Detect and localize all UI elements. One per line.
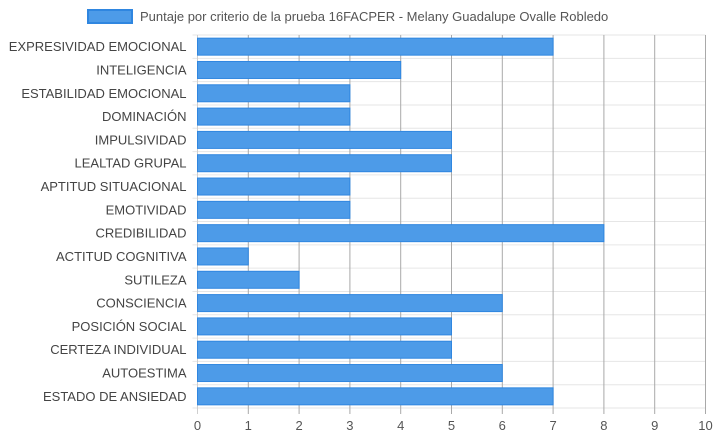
- category-label: CERTEZA INDIVIDUAL: [50, 342, 186, 357]
- bars: [197, 37, 605, 406]
- legend-swatch[interactable]: [87, 9, 133, 24]
- x-tick-label: 6: [499, 418, 506, 433]
- x-tick-label: 8: [600, 418, 607, 433]
- x-tick-label: 2: [295, 418, 302, 433]
- category-label: SUTILEZA: [124, 272, 186, 287]
- x-tick-label: 7: [549, 418, 556, 433]
- category-label: INTELIGENCIA: [96, 62, 187, 77]
- legend[interactable]: Puntaje por criterio de la prueba 16FACP…: [87, 9, 608, 24]
- category-label: ESTADO DE ANSIEDAD: [43, 389, 187, 404]
- category-label: AUTOESTIMA: [102, 366, 187, 381]
- bar[interactable]: [197, 200, 351, 219]
- bar[interactable]: [197, 154, 452, 173]
- category-label: APTITUD SITUACIONAL: [41, 179, 187, 194]
- category-label: DOMINACIÓN: [102, 109, 187, 124]
- x-tick-label: 9: [651, 418, 658, 433]
- category-label: ESTABILIDAD EMOCIONAL: [21, 86, 186, 101]
- x-tick-label: 10: [698, 418, 712, 433]
- x-axis-tick-labels: 0 1 2 3 4 5 6 7 8 9 10: [194, 418, 713, 433]
- bar[interactable]: [197, 247, 249, 266]
- category-label: EXPRESIVIDAD EMOCIONAL: [9, 39, 187, 54]
- x-tick-label: 4: [397, 418, 404, 433]
- x-tick-label: 1: [245, 418, 252, 433]
- x-tick-label: 0: [194, 418, 201, 433]
- category-label: CONSCIENCIA: [96, 296, 187, 311]
- x-tick-label: 3: [346, 418, 353, 433]
- bar[interactable]: [197, 84, 351, 103]
- bar[interactable]: [197, 130, 452, 149]
- bar[interactable]: [197, 387, 554, 406]
- bar[interactable]: [197, 224, 605, 243]
- bar[interactable]: [197, 37, 554, 56]
- category-label: LEALTAD GRUPAL: [75, 156, 187, 171]
- bar[interactable]: [197, 177, 351, 196]
- bar[interactable]: [197, 317, 452, 336]
- bar[interactable]: [197, 364, 503, 383]
- category-label: EMOTIVIDAD: [106, 202, 187, 217]
- x-tick-label: 5: [448, 418, 455, 433]
- category-labels: EXPRESIVIDAD EMOCIONAL INTELIGENCIA ESTABI…: [9, 39, 187, 404]
- bar[interactable]: [197, 340, 452, 359]
- bar[interactable]: [197, 294, 503, 313]
- category-label: CREDIBILIDAD: [95, 226, 186, 241]
- bar[interactable]: [197, 107, 351, 126]
- category-label: IMPULSIVIDAD: [95, 132, 187, 147]
- bar[interactable]: [197, 60, 402, 79]
- category-label: ACTITUD COGNITIVA: [56, 249, 187, 264]
- category-label: POSICIÓN SOCIAL: [72, 319, 187, 334]
- bar[interactable]: [197, 270, 300, 289]
- legend-label[interactable]: Puntaje por criterio de la prueba 16FACP…: [140, 9, 608, 24]
